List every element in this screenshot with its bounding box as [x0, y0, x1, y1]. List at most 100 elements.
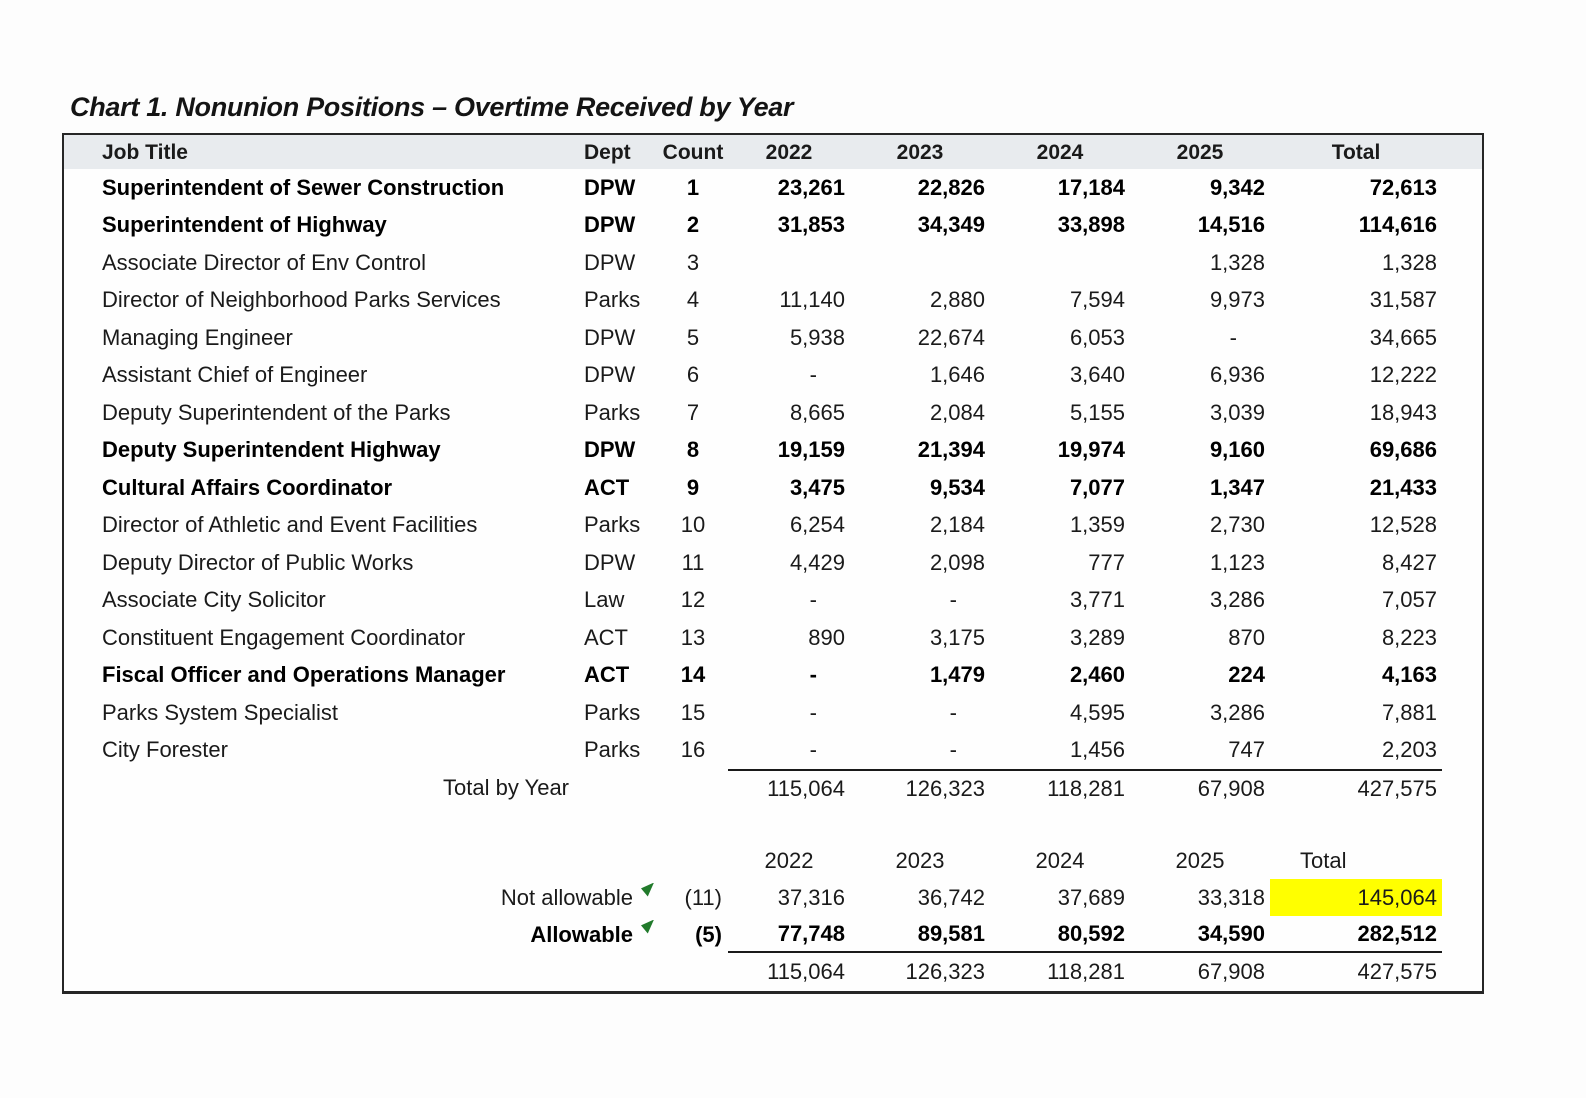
cell-count: 9	[686, 474, 700, 500]
cell-2022: 890	[808, 624, 845, 650]
table-row: Fiscal Officer and Operations Manager AC…	[64, 657, 1482, 695]
cell-total: 2,203	[1381, 737, 1437, 763]
cell-2023: 1,646	[929, 362, 985, 388]
cell-2023: 2,184	[929, 512, 985, 538]
cell-2022: -	[809, 699, 817, 725]
cell-2023: 2,084	[929, 399, 985, 425]
chart-title: Chart 1. Nonunion Positions – Overtime R…	[70, 92, 794, 122]
cell-count: 8	[686, 437, 700, 463]
total-by-year-2024: 118,281	[990, 769, 1130, 807]
cell-2023: 2,880	[929, 287, 985, 313]
cell-job-title: Cultural Affairs Coordinator	[102, 474, 393, 500]
cell-2025: -	[1229, 324, 1237, 350]
cell-dept: ACT	[584, 662, 630, 688]
summary-2022: 37,316	[777, 884, 845, 910]
cell-2023: -	[949, 737, 957, 763]
total-by-year-2023: 126,323	[850, 769, 990, 807]
cell-2025: 14,516	[1197, 212, 1265, 238]
cell-2024: 1,456	[1069, 737, 1125, 763]
cell-2025: 870	[1228, 624, 1265, 650]
cell-job-title: Superintendent of Highway	[102, 212, 387, 238]
table-body: Superintendent of Sewer Construction DPW…	[64, 169, 1482, 769]
total-by-year-total: 427,575	[1270, 769, 1442, 807]
cell-2022: -	[809, 662, 817, 688]
table-row: Assistant Chief of Engineer DPW 6 - 1,64…	[64, 357, 1482, 395]
section-gap	[64, 807, 1482, 843]
cell-count: 3	[686, 249, 700, 275]
cell-dept: DPW	[584, 174, 636, 200]
empty-cell	[64, 953, 728, 991]
col-header-2023: 2023	[896, 140, 944, 164]
cell-2025: 1,347	[1209, 474, 1265, 500]
cell-job-title: Deputy Superintendent Highway	[102, 437, 441, 463]
cell-2025: 747	[1228, 737, 1265, 763]
col-header-job-title: Job Title	[102, 140, 188, 164]
summary-label-cell: Not allowable	[64, 879, 658, 916]
summary-2025: 34,590	[1130, 916, 1270, 953]
cell-dept: Law	[584, 587, 625, 613]
table-row: Superintendent of Sewer Construction DPW…	[64, 169, 1482, 207]
cell-2024: 7,594	[1069, 287, 1125, 313]
cell-2024	[990, 244, 1130, 282]
cell-2025: 9,342	[1209, 174, 1265, 200]
cell-2023: 21,394	[917, 437, 985, 463]
table-row: Deputy Director of Public Works DPW 11 4…	[64, 544, 1482, 582]
cell-2022: 4,429	[789, 549, 845, 575]
total-by-year-2022: 115,064	[728, 769, 850, 807]
cell-2024: 33,898	[1057, 212, 1125, 238]
summary-total: 282,512	[1270, 916, 1442, 953]
table-row: Managing Engineer DPW 5 5,938 22,674 6,0…	[64, 319, 1482, 357]
cell-total: 7,057	[1381, 587, 1437, 613]
cell-2022: 6,254	[789, 512, 845, 538]
cell-dept: DPW	[584, 324, 636, 350]
col-header-count: Count	[662, 140, 724, 164]
summary-2022: 77,748	[728, 916, 850, 953]
cell-job-title: Associate City Solicitor	[102, 587, 326, 613]
cell-2025: 224	[1228, 662, 1265, 688]
cell-2025: 9,973	[1209, 287, 1265, 313]
cell-2022: 3,475	[789, 474, 845, 500]
cell-2024: 4,595	[1069, 699, 1125, 725]
cell-2023: -	[949, 587, 957, 613]
cell-job-title: Deputy Director of Public Works	[102, 549, 414, 575]
table-header-row: Job Title Dept Count 2022 2023 2024 2025…	[64, 135, 1482, 169]
cell-2025: 9,160	[1209, 437, 1265, 463]
summary-2023: 36,742	[917, 884, 985, 910]
grand-total-2023: 126,323	[905, 959, 985, 984]
cell-job-title: Director of Neighborhood Parks Services	[102, 287, 501, 313]
cell-dept: Parks	[584, 287, 641, 313]
table-row: Associate Director of Env Control DPW 3 …	[64, 244, 1482, 282]
cell-2024: 17,184	[1057, 174, 1125, 200]
summary-row: Not allowable (11) 37,316 36,742 37,689 …	[64, 879, 1482, 916]
cell-dept: Parks	[584, 699, 641, 725]
cell-2023: 9,534	[929, 474, 985, 500]
empty-cell	[658, 769, 728, 807]
cell-job-title: Deputy Superintendent of the Parks	[102, 399, 451, 425]
cell-2025: 3,286	[1209, 587, 1265, 613]
cell-total: 12,222	[1369, 362, 1437, 388]
summary-label: Allowable	[530, 921, 633, 947]
empty-cell	[64, 843, 728, 879]
summary-col-header-total: Total	[1300, 848, 1347, 873]
summary-col-header-2024: 2024	[1035, 848, 1085, 873]
cell-2022: -	[809, 587, 817, 613]
cell-count: 16	[680, 737, 706, 763]
cell-count: 12	[680, 587, 706, 613]
cell-count: 13	[680, 624, 706, 650]
grand-total-2022: 115,064	[767, 959, 845, 984]
cell-dept: DPW	[584, 249, 636, 275]
cell-2022: -	[809, 737, 817, 763]
cell-dept: Parks	[584, 399, 641, 425]
cell-total: 21,433	[1369, 474, 1437, 500]
cell-2022	[728, 244, 850, 282]
cell-job-title: Managing Engineer	[102, 324, 293, 350]
cell-job-title: Associate Director of Env Control	[102, 249, 427, 275]
col-header-dept: Dept	[584, 140, 631, 164]
cell-2024: 777	[1088, 549, 1125, 575]
cell-2023: 34,349	[917, 212, 985, 238]
cell-2023: -	[949, 699, 957, 725]
cell-dept: DPW	[584, 362, 636, 388]
cell-2025: 3,286	[1209, 699, 1265, 725]
cell-total: 114,616	[1358, 212, 1437, 238]
summary-header-row: 2022 2023 2024 2025 Total	[64, 843, 1482, 879]
